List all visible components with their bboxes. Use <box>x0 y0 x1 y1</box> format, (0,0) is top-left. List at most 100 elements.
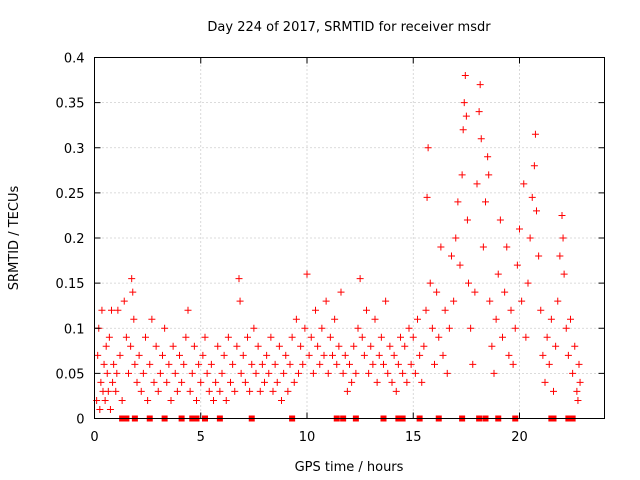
data-point <box>284 387 292 395</box>
data-point <box>218 369 226 377</box>
data-point <box>252 369 260 377</box>
data-point <box>461 72 469 80</box>
data-point <box>507 306 515 314</box>
data-point <box>348 378 356 386</box>
data-point <box>409 333 417 341</box>
data-point <box>397 333 404 341</box>
data-point <box>365 369 373 377</box>
data-point <box>193 396 200 404</box>
x-tick-label: 20 <box>511 430 528 445</box>
data-point <box>448 252 455 260</box>
chart-title: Day 224 of 2017, SRMTID for receiver msd… <box>207 20 491 35</box>
data-point <box>369 360 377 368</box>
x-tick-label: 15 <box>405 430 422 445</box>
data-point <box>94 351 102 359</box>
data-point <box>360 351 368 359</box>
data-point <box>105 333 113 341</box>
data-point <box>309 369 317 377</box>
data-point <box>169 342 177 350</box>
data-point <box>154 387 162 395</box>
data-point <box>516 225 523 233</box>
y-tick-label: 0.4 <box>64 52 85 67</box>
x-tick-label: 0 <box>90 430 98 445</box>
data-point <box>463 216 471 224</box>
data-point <box>475 108 483 116</box>
data-point <box>212 378 220 386</box>
data-point <box>518 297 526 305</box>
y-tick-label: 0.1 <box>64 322 85 337</box>
data-point <box>292 315 300 323</box>
data-point <box>367 342 375 350</box>
y-tick-label: 0.25 <box>56 187 85 202</box>
x-tick-label: 10 <box>299 430 316 445</box>
data-point <box>314 342 322 350</box>
data-point <box>144 396 152 404</box>
data-point <box>104 387 112 395</box>
data-point <box>98 306 106 314</box>
data-point <box>320 351 328 359</box>
data-point <box>490 369 498 377</box>
data-point <box>237 369 245 377</box>
data-point <box>390 351 398 359</box>
data-point <box>231 387 239 395</box>
data-point <box>571 342 579 350</box>
data-point <box>528 193 536 201</box>
data-point <box>127 342 135 350</box>
x-tick-label: 5 <box>197 430 205 445</box>
data-point <box>465 279 472 287</box>
data-point <box>418 378 426 386</box>
data-point <box>113 369 121 377</box>
data-point <box>265 369 273 377</box>
data-point <box>576 378 584 386</box>
data-point <box>539 351 547 359</box>
data-point <box>569 369 577 377</box>
data-point <box>102 342 110 350</box>
data-point <box>254 342 262 350</box>
data-point <box>558 211 566 219</box>
data-point <box>428 324 436 332</box>
data-point <box>556 252 564 260</box>
y-tick-label: 0 <box>76 413 84 428</box>
data-point <box>511 324 519 332</box>
data-point <box>109 378 117 386</box>
data-point <box>337 288 345 296</box>
data-point <box>452 234 460 242</box>
data-point <box>152 342 160 350</box>
data-point <box>186 387 194 395</box>
data-point <box>473 180 481 188</box>
data-point <box>530 162 538 170</box>
data-point <box>195 360 203 368</box>
data-point <box>437 243 445 251</box>
data-point <box>405 324 413 332</box>
data-point <box>297 342 305 350</box>
data-point <box>263 351 271 359</box>
data-point <box>329 351 336 359</box>
data-point <box>535 252 543 260</box>
data-point <box>135 351 143 359</box>
data-point <box>407 360 415 368</box>
data-point <box>220 351 228 359</box>
data-point <box>224 333 232 341</box>
data-point <box>520 180 528 188</box>
data-point <box>559 234 567 242</box>
data-point <box>547 315 555 323</box>
data-point <box>97 378 105 386</box>
data-point <box>384 369 392 377</box>
data-point <box>318 324 326 332</box>
data-point <box>450 297 458 305</box>
data-point <box>163 378 171 386</box>
data-point <box>275 342 283 350</box>
data-point <box>305 351 313 359</box>
data-point <box>244 333 251 341</box>
data-point <box>178 378 186 386</box>
data-point <box>469 360 477 368</box>
data-point <box>435 333 443 341</box>
y-tick-label: 0.3 <box>64 142 85 157</box>
data-point <box>403 378 411 386</box>
data-point <box>182 333 190 341</box>
y-tick-label: 0.2 <box>64 232 85 247</box>
data-point <box>533 207 540 215</box>
data-points <box>93 72 584 422</box>
data-point <box>112 387 120 395</box>
data-point <box>505 351 513 359</box>
